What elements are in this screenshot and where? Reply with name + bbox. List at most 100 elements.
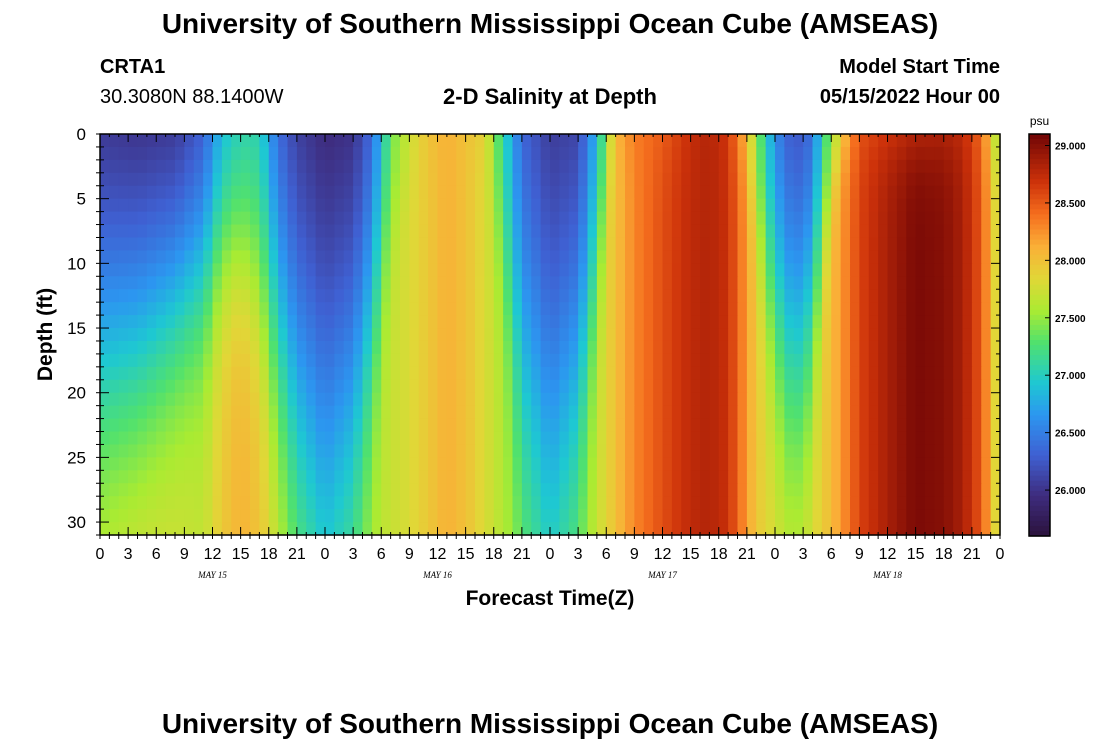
heatmap-cell	[821, 522, 832, 536]
heatmap-cell	[821, 250, 832, 264]
heatmap-cell	[915, 340, 926, 355]
heatmap-cell	[390, 224, 401, 239]
x-tick-label: 6	[602, 546, 611, 563]
heatmap-cell	[118, 483, 129, 497]
heatmap-cell	[746, 509, 757, 523]
heatmap-cell	[100, 522, 110, 536]
heatmap-cell	[315, 224, 326, 239]
heatmap-cell	[550, 185, 560, 200]
heatmap-cell	[540, 366, 551, 381]
heatmap-cell	[221, 457, 232, 471]
heatmap-cell	[953, 289, 964, 303]
heatmap-cell	[728, 457, 739, 471]
heatmap-cell	[531, 146, 542, 161]
heatmap-cell	[934, 250, 945, 264]
heatmap-cell	[803, 392, 814, 407]
heatmap-cell	[118, 146, 129, 161]
heatmap-cell	[381, 470, 392, 484]
heatmap-cell	[634, 522, 645, 536]
heatmap-cell	[625, 134, 635, 148]
heatmap-cell	[381, 418, 392, 433]
heatmap-cell	[353, 457, 364, 471]
heatmap-cell	[737, 224, 748, 239]
heatmap-cell	[812, 444, 823, 458]
heatmap-cell	[306, 185, 317, 200]
heatmap-cell	[531, 134, 542, 148]
heatmap-cell	[296, 328, 307, 342]
heatmap-cell	[550, 431, 560, 446]
heatmap-cell	[418, 496, 429, 510]
heatmap-cell	[625, 224, 635, 239]
heatmap-cell	[896, 224, 907, 239]
heatmap-cell	[128, 134, 139, 148]
heatmap-cell	[615, 418, 626, 433]
heatmap-cell	[671, 172, 682, 187]
heatmap-cell	[559, 198, 570, 213]
heatmap-cell	[775, 496, 785, 510]
heatmap-cell	[990, 392, 1001, 407]
heatmap-cell	[231, 172, 242, 187]
heatmap-cell	[315, 522, 326, 536]
heatmap-cell	[728, 146, 739, 161]
heatmap-cell	[606, 483, 617, 497]
heatmap-cell	[175, 366, 185, 381]
heatmap-cell	[803, 159, 814, 174]
heatmap-cell	[118, 263, 129, 277]
heatmap-cell	[878, 289, 889, 303]
heatmap-cell	[400, 340, 410, 355]
heatmap-cell	[859, 418, 870, 433]
heatmap-cell	[718, 483, 729, 497]
heatmap-cell	[831, 379, 842, 394]
heatmap-cell	[550, 159, 560, 174]
heatmap-cell	[165, 224, 176, 239]
heatmap-cell	[812, 496, 823, 510]
heatmap-cell	[446, 340, 457, 355]
heatmap-cell	[728, 224, 739, 239]
heatmap-cell	[250, 457, 260, 471]
heatmap-cell	[700, 134, 710, 148]
heatmap-cell	[737, 470, 748, 484]
heatmap-cell	[503, 263, 514, 277]
heatmap-cell	[700, 366, 710, 381]
heatmap-cell	[653, 457, 664, 471]
heatmap-cell	[737, 509, 748, 523]
heatmap-cell	[746, 276, 757, 290]
heatmap-cell	[343, 379, 354, 394]
heatmap-cell	[681, 392, 692, 407]
heatmap-cell	[653, 328, 664, 342]
heatmap-cell	[662, 159, 673, 174]
heatmap-cell	[362, 366, 373, 381]
heatmap-cell	[653, 483, 664, 497]
heatmap-cell	[671, 289, 682, 303]
heatmap-cell	[953, 315, 964, 329]
heatmap-cell	[278, 185, 289, 200]
heatmap-cell	[821, 302, 832, 316]
heatmap-cell	[362, 159, 373, 174]
heatmap-cell	[156, 263, 167, 277]
heatmap-cell	[109, 276, 120, 290]
day-label: MAY 15	[197, 570, 227, 580]
heatmap-cell	[653, 263, 664, 277]
heatmap-cell	[325, 457, 335, 471]
heatmap-cell	[615, 198, 626, 213]
heatmap-cell	[240, 470, 251, 484]
heatmap-cell	[662, 185, 673, 200]
heatmap-cell	[559, 470, 570, 484]
heatmap-cell	[259, 250, 270, 264]
heatmap-cell	[184, 211, 195, 226]
heatmap-cell	[193, 496, 204, 510]
heatmap-cell	[728, 392, 739, 407]
heatmap-cell	[596, 457, 607, 471]
heatmap-cell	[578, 470, 589, 484]
heatmap-cell	[775, 470, 785, 484]
heatmap-cell	[221, 418, 232, 433]
heatmap-cell	[728, 237, 739, 252]
heatmap-cell	[671, 431, 682, 446]
heatmap-cell	[128, 328, 139, 342]
heatmap-cell	[737, 522, 748, 536]
heatmap-cell	[765, 457, 776, 471]
heatmap-cell	[840, 276, 851, 290]
heatmap-cell	[559, 159, 570, 174]
heatmap-cell	[165, 159, 176, 174]
heatmap-cell	[625, 172, 635, 187]
